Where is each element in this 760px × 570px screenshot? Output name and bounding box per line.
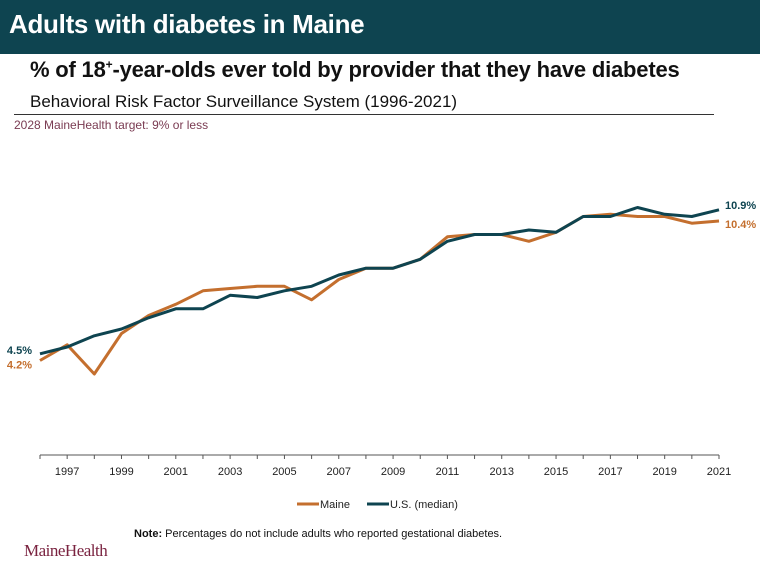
series-line-maine xyxy=(39,212,720,376)
x-tick-label: 2001 xyxy=(164,466,188,478)
data-source: Behavioral Risk Factor Surveillance Syst… xyxy=(30,92,458,111)
subtitle-post: -year-olds ever told by provider that th… xyxy=(112,57,680,82)
mainehealth-logo: MaineHealth xyxy=(24,541,108,560)
legend-label: U.S. (median) xyxy=(390,499,458,511)
x-tick-label: 2013 xyxy=(489,466,513,478)
x-tick-label: 2021 xyxy=(707,466,731,478)
x-tick-label: 2015 xyxy=(544,466,568,478)
note-text: Percentages do not include adults who re… xyxy=(162,528,503,540)
start-value-label: 4.5% xyxy=(7,345,32,357)
x-tick-label: 1999 xyxy=(109,466,133,478)
subtitle-sup: + xyxy=(105,57,113,72)
end-value-label: 10.4% xyxy=(725,219,756,231)
page-title: Adults with diabetes in Maine xyxy=(9,9,365,39)
footnote: Note: Percentages do not include adults … xyxy=(134,528,502,540)
series-line-us-median xyxy=(39,206,720,356)
x-tick-label: 2003 xyxy=(218,466,242,478)
x-tick-label: 2019 xyxy=(652,466,676,478)
title-banner: Adults with diabetes in Maine xyxy=(0,0,760,54)
x-tick-label: 2009 xyxy=(381,466,405,478)
chart-subtitle: % of 18+-year-olds ever told by provider… xyxy=(30,57,680,83)
line-chart: 1997 1999 2001 2003 2005 2007 2009 2011 2013 2015… xyxy=(7,200,756,511)
x-tick-label: 2011 xyxy=(436,466,460,478)
divider xyxy=(14,114,714,115)
x-tick-label: 2007 xyxy=(327,466,351,478)
x-tick-label: 2017 xyxy=(598,466,622,478)
legend-label: Maine xyxy=(320,499,350,511)
x-tick-label: 1997 xyxy=(55,466,79,478)
target-note: 2028 MaineHealth target: 9% or less xyxy=(14,118,209,132)
end-value-label: 10.9% xyxy=(725,200,756,212)
note-label: Note: xyxy=(134,528,163,540)
x-tick-label: 2005 xyxy=(272,466,296,478)
start-value-label: 4.2% xyxy=(7,360,32,372)
subtitle-pre: % of 18 xyxy=(30,57,106,82)
